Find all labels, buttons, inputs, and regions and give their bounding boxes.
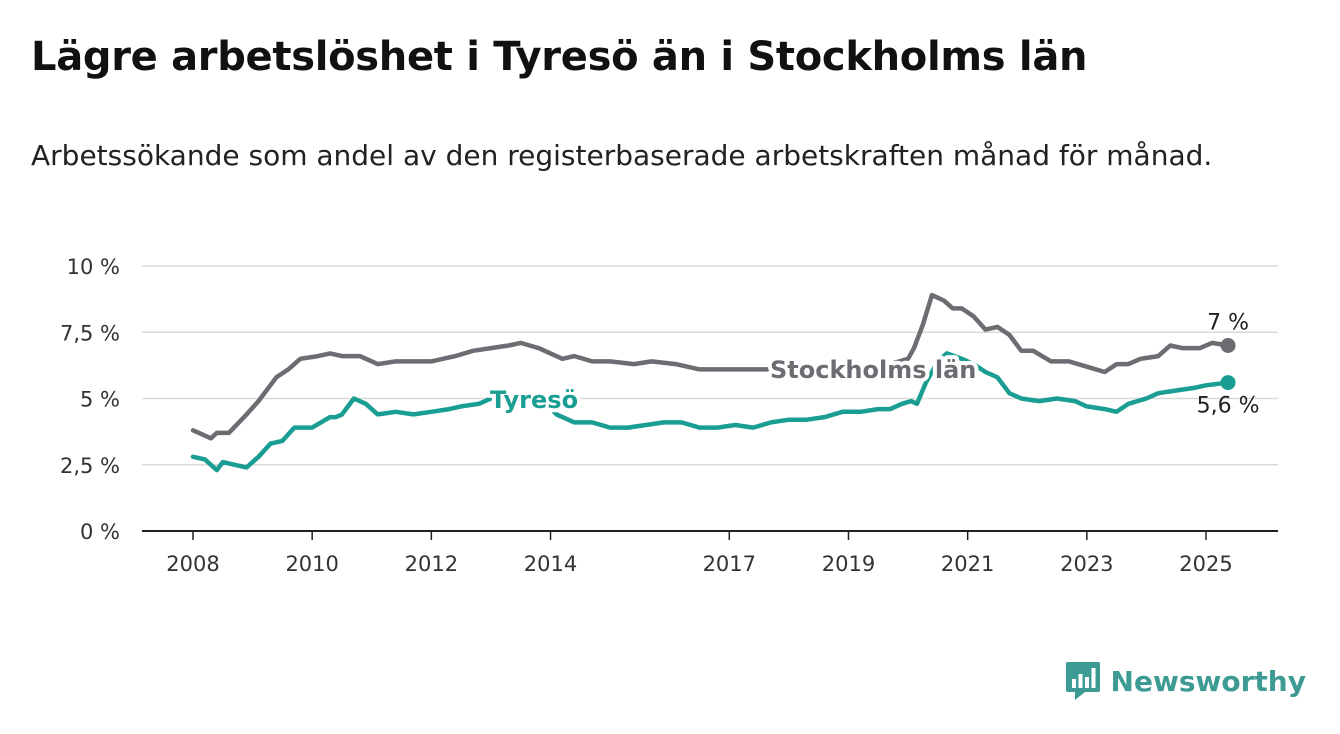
y-tick-label: 5 % [80, 388, 120, 412]
x-axis: 2008 2010 2012 2014 2017 2019 2021 2023 2025 [166, 531, 1233, 576]
x-tick-label: 2023 [1060, 552, 1113, 576]
series-label-tyres-: Tyresö [490, 386, 578, 414]
x-tick-label: 2017 [703, 552, 756, 576]
brand-name: Newsworthy [1110, 664, 1306, 698]
y-tick-label: 10 % [67, 255, 120, 279]
x-tick-label: 2025 [1179, 552, 1232, 576]
end-value-label: 7 % [1207, 311, 1249, 336]
series-line-stockholms-l-n [190, 292, 1231, 441]
series-label-stockholms-l-n: Stockholms län [770, 356, 976, 384]
chart-subtitle: Arbetssökande som andel av den registerb… [31, 139, 1213, 172]
end-point-tyres- [1220, 375, 1236, 391]
end-point-stockholms-l-n [1220, 338, 1236, 353]
grid-lines [142, 265, 1278, 532]
x-tick-label: 2010 [285, 552, 338, 576]
y-tick-label: 7,5 % [60, 321, 120, 345]
chart-title: Lägre arbetslöshet i Tyresö än i Stockho… [31, 34, 1088, 80]
newsworthy-logo-icon [1065, 662, 1100, 700]
x-tick-label: 2014 [524, 552, 577, 576]
line-chart: 0 % 2,5 % 5 % 7,5 % 10 % 2008 2010 2012 2014 201… [60, 255, 1278, 576]
y-axis: 0 % 2,5 % 5 % 7,5 % 10 % [60, 255, 120, 544]
x-tick-label: 2021 [941, 552, 994, 576]
y-tick-label: 2,5 % [60, 454, 120, 478]
x-tick-label: 2019 [822, 552, 875, 576]
x-tick-label: 2012 [405, 552, 458, 576]
newsworthy-logo: Newsworthy [1065, 660, 1306, 702]
end-value-label: 5,6 % [1197, 394, 1260, 419]
series-labels: 7 % Stockholms län 5,6 % Tyresö [486, 311, 1260, 419]
series-lines [190, 292, 1236, 473]
series-line-tyres- [190, 351, 1231, 473]
y-tick-label: 0 % [80, 520, 120, 544]
x-tick-label: 2008 [166, 552, 219, 576]
